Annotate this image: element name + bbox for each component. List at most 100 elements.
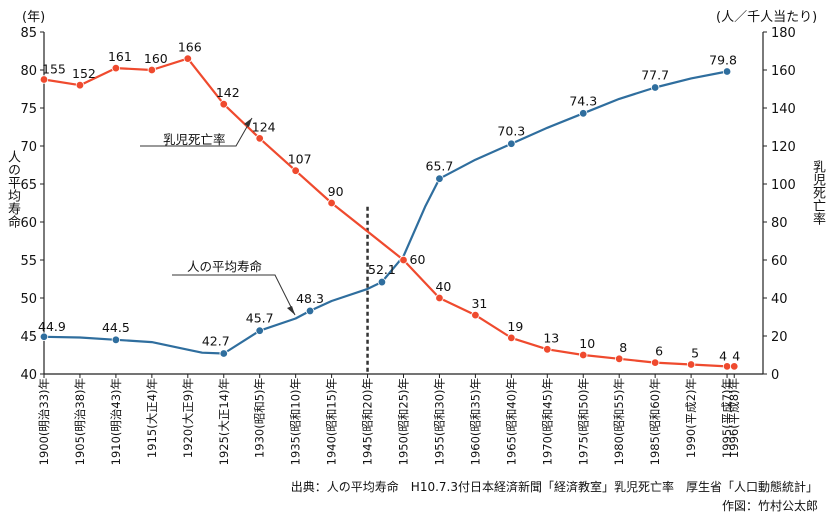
left-tick-label: 40 [20, 368, 37, 383]
left-tick-label: 60 [20, 216, 37, 231]
data-label: 8 [619, 340, 627, 355]
data-point [507, 139, 516, 148]
right-tick-label: 60 [771, 254, 788, 269]
data-label: 31 [471, 296, 487, 311]
left-tick-label: 75 [20, 102, 37, 117]
right-axis-unit: (人／千人当たり) [716, 10, 818, 25]
left-tick-label: 55 [20, 254, 37, 269]
x-tick-label: 1955(昭和30)年 [432, 378, 446, 465]
data-point [686, 360, 696, 369]
left-tick-label: 70 [20, 140, 37, 155]
data-point [435, 293, 444, 303]
right-tick-label: 40 [771, 292, 788, 307]
right-tick-label: 20 [771, 330, 788, 345]
data-label: 161 [108, 49, 132, 64]
data-point [219, 349, 228, 358]
data-point [722, 362, 732, 371]
data-label: 10 [579, 336, 595, 351]
data-point [39, 75, 49, 84]
data-point [255, 326, 264, 335]
infant-callout-label: 乳児死亡率 [163, 132, 226, 147]
data-label: 70.3 [497, 124, 525, 139]
life-callout-label: 人の平均寿命 [187, 259, 263, 274]
x-tick-label: 1905(明治38)年 [73, 378, 87, 465]
data-point [579, 109, 588, 118]
x-tick-label: 1975(昭和50)年 [576, 378, 590, 465]
data-label: 19 [507, 319, 523, 334]
data-label: 44.5 [102, 320, 130, 335]
data-point [730, 362, 739, 371]
data-label: 13 [543, 330, 559, 345]
left-axis-unit: (年) [22, 10, 46, 25]
infant-callout-arrow [140, 117, 253, 147]
data-label: 90 [328, 184, 344, 199]
data-label: 142 [216, 85, 240, 100]
data-label: 48.3 [296, 291, 324, 306]
x-tick-label: 1930(昭和5)年 [253, 378, 267, 458]
x-tick-label: 1990(平成2)年 [684, 378, 698, 458]
data-point [255, 134, 264, 143]
source-note: 出典：人の平均寿命 H10.7.3付日本経済新聞「経済教室」乳児死亡率 厚生省「… [290, 480, 818, 494]
data-label: 6 [655, 344, 663, 359]
data-point [579, 350, 588, 360]
data-label: 74.3 [569, 93, 597, 108]
data-point [507, 333, 516, 343]
data-point [615, 354, 624, 363]
series-infant-mortality: 155 152 161 160 166 142 124 107 90 60 40 31 19 13 10 8 6… [39, 40, 740, 371]
data-label: 42.7 [202, 333, 230, 348]
data-point [183, 54, 192, 63]
x-tick-label: 1995(平成7)年 [720, 378, 734, 458]
right-tick-label: 180 [771, 26, 796, 41]
data-point [471, 310, 480, 320]
data-label: 65.7 [426, 159, 454, 174]
series-line [43, 57, 735, 368]
data-label: 107 [288, 152, 312, 167]
x-tick-label: 1996(平成8)年 [727, 378, 741, 458]
left-tick-label: 85 [20, 26, 37, 41]
data-label: 45.7 [246, 311, 274, 326]
axes: 4045505560657075808502040608010012014016… [20, 26, 795, 383]
x-tick-label: 1985(昭和60)年 [648, 378, 662, 465]
data-point [111, 63, 121, 73]
x-tick-label: 1915(大正4)年 [145, 378, 159, 458]
x-tick-label: 1935(昭和10)年 [289, 378, 303, 465]
data-point [543, 345, 552, 354]
left-tick-label: 45 [20, 330, 37, 345]
data-label: 124 [252, 119, 276, 134]
data-label: 40 [435, 279, 451, 294]
x-tick-labels: 1900(明治33)年 1905(明治38)年 1910(明治43)年 1915(大正… [37, 374, 741, 465]
data-label: 44.9 [38, 319, 66, 334]
life-callout-arrowhead [287, 306, 295, 315]
data-point [435, 174, 444, 183]
x-tick-label: 1945(昭和20)年 [361, 378, 375, 465]
x-tick-label: 1965(昭和40)年 [504, 378, 518, 465]
data-point [219, 99, 228, 109]
left-tick-label: 65 [20, 178, 37, 193]
data-point [75, 80, 85, 90]
right-tick-label: 80 [771, 216, 788, 231]
data-label: 77.7 [641, 67, 669, 82]
data-point [722, 67, 732, 76]
data-point [399, 255, 408, 265]
right-tick-label: 140 [771, 102, 796, 117]
data-point [305, 306, 315, 316]
infant-callout-arrowhead [244, 118, 252, 127]
data-point [111, 335, 121, 344]
data-point [377, 277, 387, 287]
right-tick-label: 160 [771, 64, 796, 79]
life-callout-arrow [172, 274, 296, 316]
x-tick-label: 1910(明治43)年 [109, 378, 123, 465]
series-life-expectancy: 44.9 44.5 42.7 45.7 48.3 52.1 65.7 70.3 74.3 77.7… [38, 53, 737, 358]
data-label: 79.8 [709, 53, 737, 68]
data-point [650, 83, 660, 92]
data-point [650, 358, 660, 367]
x-tick-label: 1980(昭和55)年 [612, 378, 626, 465]
right-tick-label: 100 [771, 178, 796, 193]
author-note: 作図：竹村公太郎 [721, 499, 818, 513]
data-label: 166 [178, 40, 202, 55]
x-tick-label: 1970(昭和45)年 [540, 378, 554, 465]
data-point [147, 65, 157, 75]
right-tick-label: 120 [771, 140, 796, 155]
